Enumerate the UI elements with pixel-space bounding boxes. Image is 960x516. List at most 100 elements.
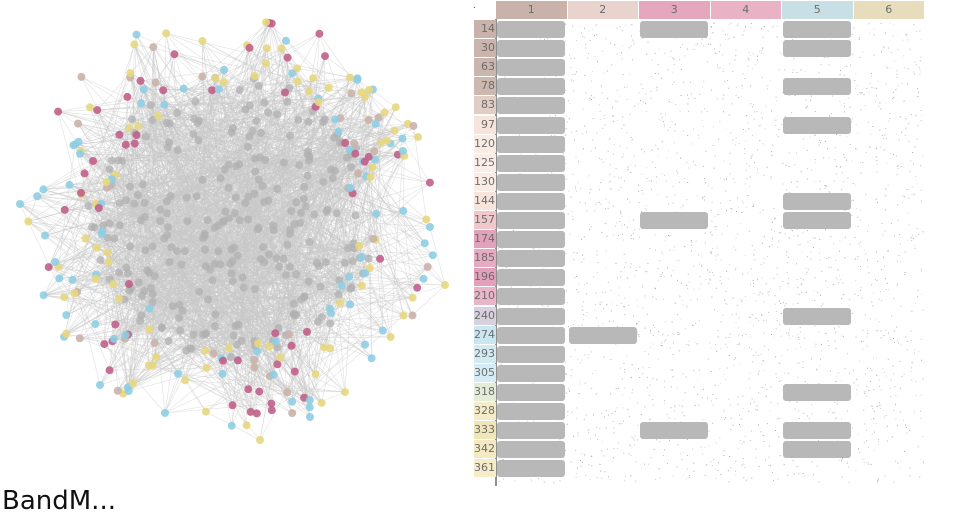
matrix-row-header-318[interactable]: 318 [474,383,496,401]
graph-node[interactable] [92,275,100,283]
graph-node[interactable] [116,221,124,229]
graph-node[interactable] [115,295,123,303]
graph-node[interactable] [300,195,308,203]
graph-node[interactable] [195,117,203,125]
graph-node[interactable] [198,37,206,45]
graph-node[interactable] [51,258,59,266]
graph-node[interactable] [40,291,48,299]
graph-node[interactable] [285,330,293,338]
graph-node[interactable] [361,158,369,166]
graph-node[interactable] [376,255,384,263]
graph-node[interactable] [235,160,243,168]
graph-node[interactable] [195,288,203,296]
graph-node[interactable] [321,52,329,60]
graph-node[interactable] [294,116,302,124]
graph-node[interactable] [219,370,227,378]
graph-node[interactable] [195,136,203,144]
graph-node[interactable] [256,153,264,161]
graph-node[interactable] [262,59,270,67]
graph-node[interactable] [204,296,212,304]
graph-node[interactable] [372,210,380,218]
graph-node[interactable] [137,216,145,224]
graph-node[interactable] [306,403,314,411]
graph-node[interactable] [327,166,335,174]
graph-node[interactable] [106,366,114,374]
graph-node[interactable] [369,235,377,243]
graph-node[interactable] [347,89,355,97]
graph-node[interactable] [414,133,422,141]
graph-node[interactable] [211,322,219,330]
graph-node[interactable] [355,242,363,250]
graph-node[interactable] [209,350,217,358]
graph-node[interactable] [271,329,279,337]
matrix-row-header-83[interactable]: 83 [474,96,496,114]
graph-node[interactable] [353,76,361,84]
graph-node[interactable] [264,108,272,116]
graph-node[interactable] [203,364,211,372]
matrix-row-header-63[interactable]: 63 [474,58,496,76]
graph-node[interactable] [370,147,378,155]
graph-node[interactable] [245,132,253,140]
graph-node[interactable] [139,181,147,189]
network-graph-panel[interactable] [0,0,470,486]
graph-node[interactable] [201,347,209,355]
graph-node[interactable] [143,267,151,275]
graph-node[interactable] [262,18,270,26]
graph-node[interactable] [320,344,328,352]
matrix-row-header-30[interactable]: 30 [474,39,496,57]
graph-node[interactable] [409,311,417,319]
graph-node[interactable] [136,317,144,325]
graph-node[interactable] [391,127,399,135]
graph-node[interactable] [275,263,283,271]
matrix-column-header-5[interactable]: 5 [782,1,854,19]
graph-node[interactable] [105,258,113,266]
graph-node[interactable] [286,230,294,238]
graph-node[interactable] [361,341,369,349]
graph-node[interactable] [259,243,267,251]
graph-node[interactable] [305,118,313,126]
graph-node[interactable] [220,217,228,225]
graph-node[interactable] [161,409,169,417]
graph-node[interactable] [310,211,318,219]
graph-node[interactable] [244,143,252,151]
matrix-row-header-157[interactable]: 157 [474,211,496,229]
graph-node[interactable] [151,272,159,280]
graph-node[interactable] [343,154,351,162]
graph-node[interactable] [283,388,291,396]
graph-node[interactable] [220,78,228,86]
graph-node[interactable] [260,258,268,266]
matrix-row-header-333[interactable]: 333 [474,421,496,439]
graph-node[interactable] [256,436,264,444]
graph-node[interactable] [130,40,138,48]
graph-node[interactable] [246,44,254,52]
graph-node[interactable] [158,323,166,331]
graph-node[interactable] [326,320,334,328]
graph-node[interactable] [441,281,449,289]
graph-node[interactable] [283,98,291,106]
graph-node[interactable] [122,331,130,339]
matrix-column-header-6[interactable]: 6 [854,1,926,19]
graph-node[interactable] [273,360,281,368]
graph-node[interactable] [141,199,149,207]
graph-node[interactable] [368,354,376,362]
graph-node[interactable] [292,270,300,278]
graph-node[interactable] [75,138,83,146]
graph-node[interactable] [208,86,216,94]
graph-node[interactable] [333,209,341,217]
graph-node[interactable] [166,258,174,266]
matrix-row-header-305[interactable]: 305 [474,364,496,382]
graph-node[interactable] [318,399,326,407]
graph-node[interactable] [305,87,313,95]
graph-node[interactable] [108,156,116,164]
graph-node[interactable] [109,280,117,288]
graph-node[interactable] [265,250,273,258]
graph-node[interactable] [188,345,196,353]
graph-node[interactable] [280,159,288,167]
matrix-row-header-210[interactable]: 210 [474,287,496,305]
graph-node[interactable] [300,183,308,191]
graph-node[interactable] [254,339,262,347]
matrix-row-header-130[interactable]: 130 [474,173,496,191]
graph-node[interactable] [167,192,175,200]
graph-node[interactable] [361,269,369,277]
graph-node[interactable] [280,255,288,263]
